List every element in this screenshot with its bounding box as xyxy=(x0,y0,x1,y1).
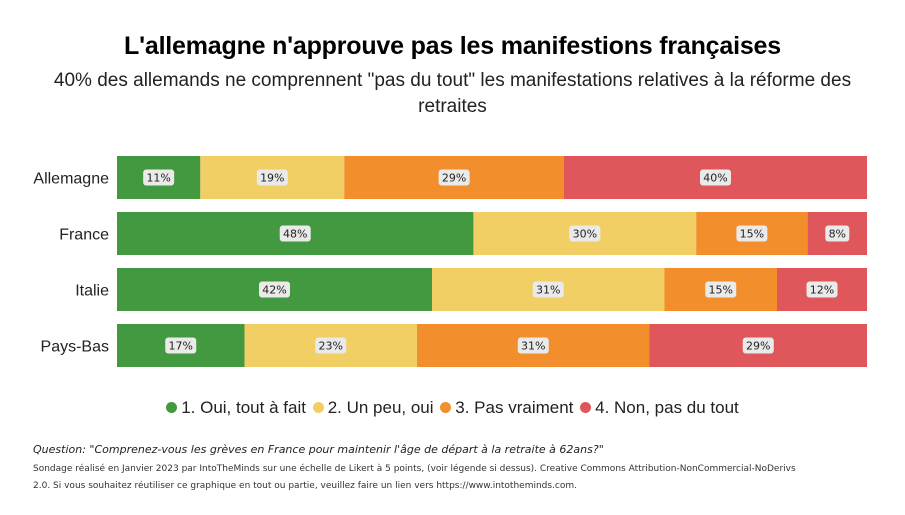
data-label: 12% xyxy=(810,284,834,297)
category-label: France xyxy=(59,227,109,244)
legend-dot-icon xyxy=(440,402,452,413)
data-label-background xyxy=(532,281,564,298)
legend-label: 4. Non, pas du tout xyxy=(595,398,739,417)
data-label: 23% xyxy=(319,340,343,353)
data-label: 31% xyxy=(521,340,545,353)
data-label-background xyxy=(256,169,288,186)
data-label: 15% xyxy=(740,228,764,241)
survey-question: Question: "Comprenez-vous les grèves en … xyxy=(33,443,604,456)
data-label-background xyxy=(279,225,311,242)
data-label: 11% xyxy=(146,172,170,185)
data-label-background xyxy=(806,281,838,298)
data-label-background xyxy=(438,169,470,186)
data-label: 15% xyxy=(709,284,733,297)
data-label: 8% xyxy=(829,228,846,241)
data-label: 48% xyxy=(283,228,307,241)
data-label-background xyxy=(736,225,768,242)
chart-subtitle: 40% des allemands ne comprennent "pas du… xyxy=(53,70,852,117)
source-note: Sondage réalisé en Janvier 2023 par Into… xyxy=(33,464,796,491)
chart-title: L'allemagne n'approuve pas les manifesti… xyxy=(124,32,781,60)
category-label: Pays-Bas xyxy=(41,339,109,356)
category-label: Allemagne xyxy=(33,171,109,188)
data-label-background xyxy=(705,281,737,298)
data-label-background xyxy=(699,169,731,186)
data-label: 19% xyxy=(260,172,284,185)
data-label: 31% xyxy=(536,284,560,297)
legend-item-un-peu-oui[interactable]: 2. Un peu, oui xyxy=(312,398,434,418)
legend-dot-icon xyxy=(312,402,324,413)
data-label: 42% xyxy=(262,284,286,297)
data-label-background xyxy=(517,337,549,354)
data-label: 29% xyxy=(746,340,770,353)
data-label-background xyxy=(165,337,197,354)
legend-dot-icon xyxy=(166,402,178,413)
data-label: 29% xyxy=(442,172,466,185)
data-label-background xyxy=(143,169,175,186)
data-label: 17% xyxy=(169,340,193,353)
legend-item-oui-tout-a-fait[interactable]: 1. Oui, tout à fait xyxy=(166,398,306,418)
stacked-bar-chart: Allemagne 11% 19% 29% 40% France 48% 30% 15% 8% It… xyxy=(33,156,867,367)
legend-label: 2. Un peu, oui xyxy=(327,398,434,417)
legend-label: 1. Oui, tout à fait xyxy=(181,398,306,417)
data-label-background xyxy=(742,337,774,354)
data-label: 40% xyxy=(703,172,727,185)
data-label-background xyxy=(315,337,347,354)
category-label: Italie xyxy=(75,283,109,300)
data-label: 30% xyxy=(573,228,597,241)
legend: 1. Oui, tout à fait 2. Un peu, oui 3. Pa… xyxy=(0,398,905,418)
data-label-background xyxy=(825,225,850,242)
legend-label: 3. Pas vraiment xyxy=(455,398,574,417)
data-label-background xyxy=(569,225,601,242)
legend-item-non-pas-du-tout[interactable]: 4. Non, pas du tout xyxy=(580,398,739,418)
data-label-background xyxy=(259,281,290,298)
legend-dot-icon xyxy=(580,402,592,413)
legend-item-pas-vraiment[interactable]: 3. Pas vraiment xyxy=(440,398,573,418)
